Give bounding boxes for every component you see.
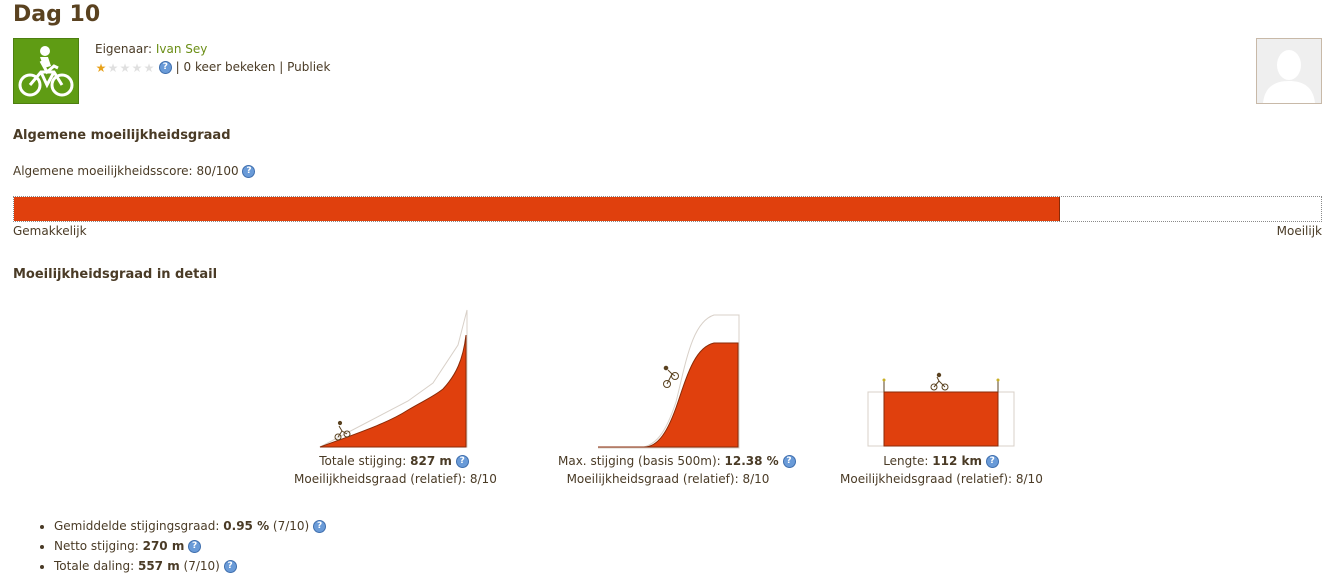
help-icon[interactable]: ? — [158, 61, 172, 74]
relative-difficulty-value: 8/10 — [742, 472, 770, 486]
owner-link[interactable]: Ivan Sey — [155, 42, 208, 56]
total-climb-caption: Totale stijging: 827 m ? Moeilijkheidsgr… — [294, 452, 497, 488]
difficulty-bar — [13, 196, 1322, 222]
help-icon[interactable]: ? — [985, 455, 999, 468]
avg-gradient-label: Gemiddelde stijgingsgraad: — [54, 519, 220, 533]
relative-difficulty-value: 8/10 — [1015, 472, 1043, 486]
relative-difficulty-label: Moeilijkheidsgraad (relatief): — [840, 472, 1013, 486]
length-value: 112 km — [932, 454, 982, 468]
help-icon[interactable]: ? — [455, 455, 469, 468]
avatar-placeholder-icon — [1256, 38, 1322, 104]
total-climb-value: 827 m — [410, 454, 452, 468]
bar-label-hard: Moeilijk — [1276, 224, 1322, 238]
score-value: 80/100 — [196, 164, 239, 178]
extra-stats-list: Gemiddelde stijgingsgraad: 0.95 % (7/10)… — [36, 516, 327, 576]
relative-difficulty-label: Moeilijkheidsgraad (relatief): — [566, 472, 739, 486]
help-icon[interactable]: ? — [188, 540, 202, 553]
net-climb-label: Netto stijging: — [54, 539, 139, 553]
owner-label: Eigenaar: — [95, 42, 152, 56]
separator: | — [279, 60, 284, 74]
relative-difficulty-value: 8/10 — [469, 472, 497, 486]
length-graphic — [867, 372, 1015, 447]
list-item: Netto stijging: 270 m ? — [54, 536, 326, 556]
star-icon[interactable]: ★ — [95, 60, 107, 75]
cyclist-icon — [13, 38, 79, 104]
view-count: 0 keer bekeken — [183, 60, 276, 74]
bar-label-easy: Gemakkelijk — [13, 224, 87, 238]
avg-gradient-rating: (7/10) — [272, 519, 310, 533]
max-gradient-label: Max. stijging (basis 500m): — [558, 454, 721, 468]
total-climb-label: Totale stijging: — [319, 454, 407, 468]
difficulty-bar-fill — [14, 197, 1060, 221]
score-label: Algemene moeilijkheidsscore: — [13, 164, 193, 178]
total-descent-value: 557 m — [137, 559, 180, 573]
help-icon[interactable]: ? — [242, 165, 256, 178]
relative-difficulty-label: Moeilijkheidsgraad (relatief): — [294, 472, 467, 486]
net-climb-value: 270 m — [142, 539, 185, 553]
max-gradient-graphic — [598, 314, 740, 449]
star-icon[interactable]: ★ — [143, 60, 155, 75]
separator: | — [175, 60, 180, 74]
visibility-label: Publiek — [287, 60, 331, 74]
total-climb-graphic — [319, 309, 468, 448]
meta-info: Eigenaar: Ivan Sey ★★★★★ ? | 0 keer beke… — [95, 40, 330, 77]
total-descent-rating: (7/10) — [183, 559, 220, 573]
rating-stars[interactable]: ★★★★★ — [95, 59, 155, 77]
help-icon[interactable]: ? — [223, 560, 237, 573]
cyclist-icon — [663, 365, 679, 388]
star-icon[interactable]: ★ — [107, 60, 119, 75]
page-title: Dag 10 — [13, 2, 101, 27]
overall-score: Algemene moeilijkheidsscore: 80/100 ? — [13, 164, 256, 178]
list-item: Gemiddelde stijgingsgraad: 0.95 % (7/10)… — [54, 516, 327, 536]
max-gradient-value: 12.38 % — [724, 454, 779, 468]
help-icon[interactable]: ? — [313, 520, 327, 533]
avg-gradient-value: 0.95 % — [223, 519, 270, 533]
star-icon[interactable]: ★ — [131, 60, 143, 75]
help-icon[interactable]: ? — [782, 455, 796, 468]
list-item: Totale daling: 557 m (7/10) ? — [54, 556, 326, 576]
length-label: Lengte: — [883, 454, 929, 468]
length-caption: Lengte: 112 km ? Moeilijkheidsgraad (rel… — [840, 452, 1043, 488]
detail-difficulty-heading: Moeilijkheidsgraad in detail — [13, 267, 218, 282]
star-icon[interactable]: ★ — [119, 60, 131, 75]
cyclist-icon — [334, 420, 351, 441]
cyclist-icon — [930, 372, 949, 391]
total-descent-label: Totale daling: — [54, 559, 135, 573]
overall-difficulty-heading: Algemene moeilijkheidsgraad — [13, 128, 231, 143]
max-gradient-caption: Max. stijging (basis 500m): 12.38 % ? Mo… — [558, 452, 796, 488]
